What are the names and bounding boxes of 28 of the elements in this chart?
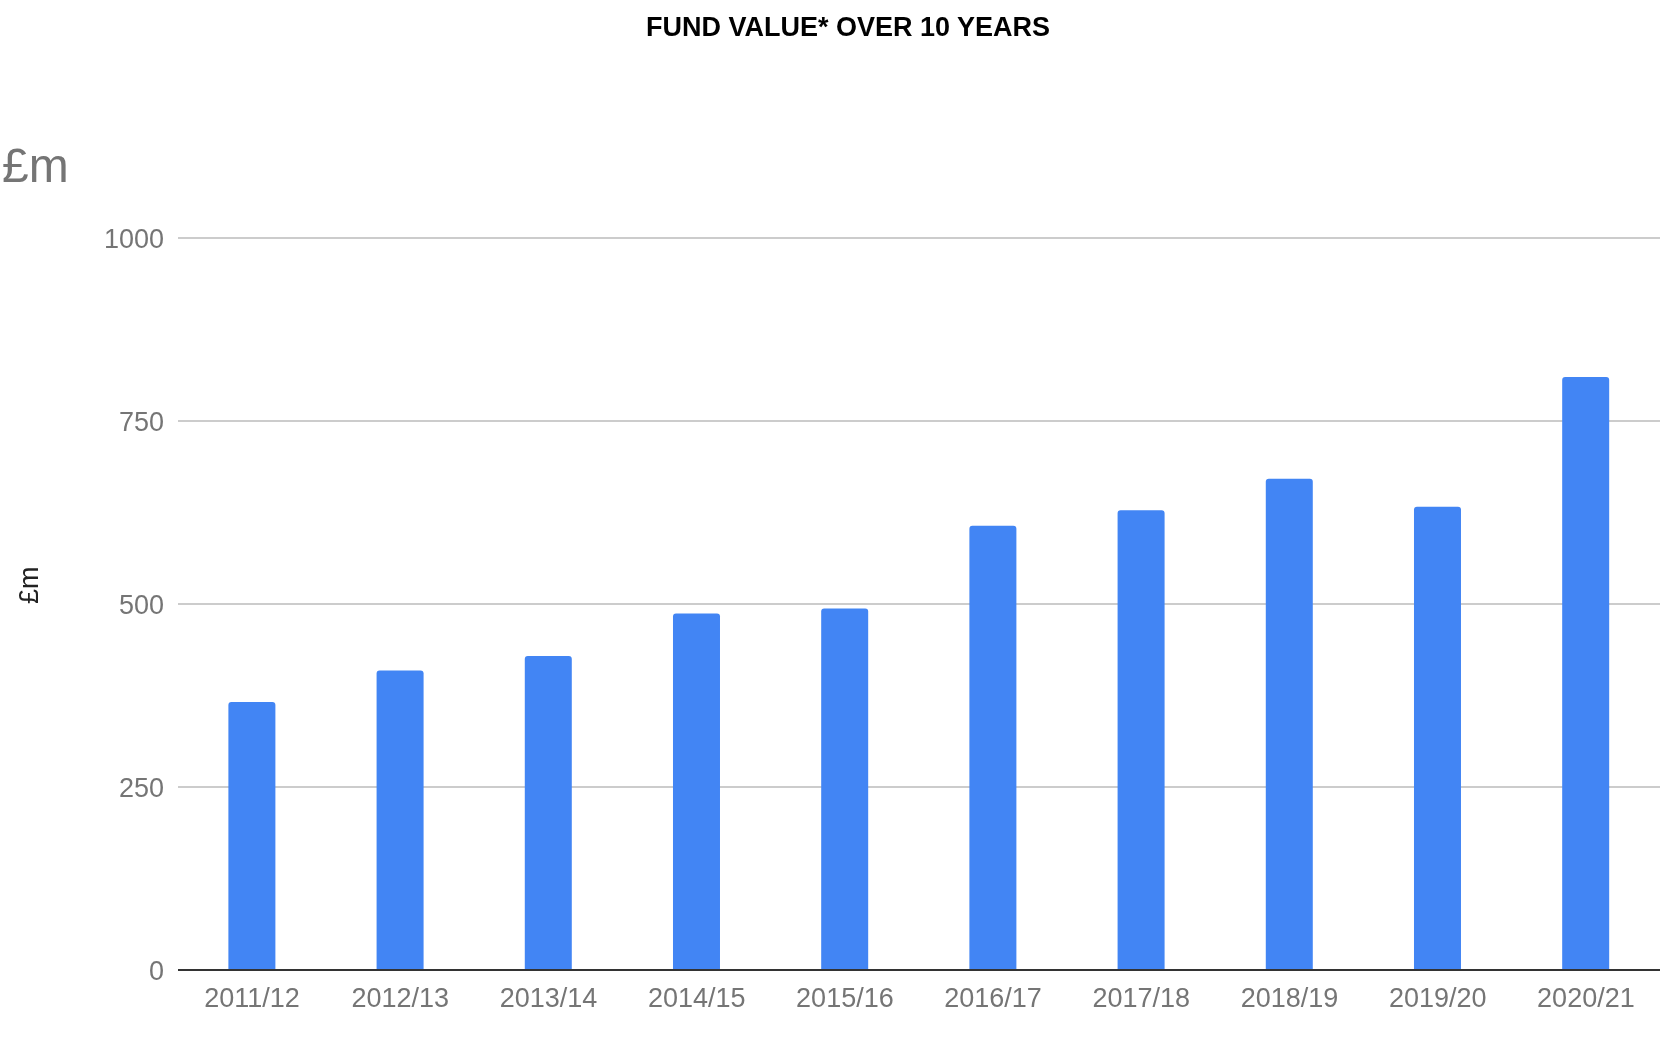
y-tick-label: 0: [148, 955, 164, 986]
bar: [1117, 510, 1165, 970]
bar: [228, 702, 276, 970]
y-tick-label: 250: [118, 772, 164, 803]
y-tick-label: 1000: [103, 223, 164, 254]
bar: [821, 608, 869, 970]
x-tick-label: 2017/18: [1092, 983, 1191, 1014]
x-tick-label: 2014/15: [647, 983, 746, 1014]
y-axis-title: £m: [13, 566, 44, 604]
bar: [1562, 377, 1610, 970]
x-tick-label: 2016/17: [944, 983, 1042, 1014]
bar: [524, 655, 572, 970]
text: £m: [2, 138, 69, 193]
y-tick-label: 500: [118, 589, 164, 620]
x-tick-label: 2018/19: [1240, 983, 1339, 1014]
bar: [1413, 506, 1461, 970]
x-tick-label: 2019/20: [1388, 983, 1487, 1014]
bar: [969, 525, 1017, 970]
bar: [1265, 478, 1313, 970]
x-tick-label: 2020/21: [1537, 983, 1635, 1014]
bar: [672, 613, 720, 970]
y-tick-label: 750: [118, 406, 164, 437]
chart-title: FUND VALUE* OVER 10 YEARS: [644, 12, 1052, 43]
x-tick-label: 2011/12: [204, 983, 300, 1014]
bar: [376, 670, 424, 970]
x-tick-label: 2013/14: [499, 983, 598, 1014]
x-tick-label: 2012/13: [351, 983, 450, 1014]
x-tick-label: 2015/16: [796, 983, 894, 1014]
